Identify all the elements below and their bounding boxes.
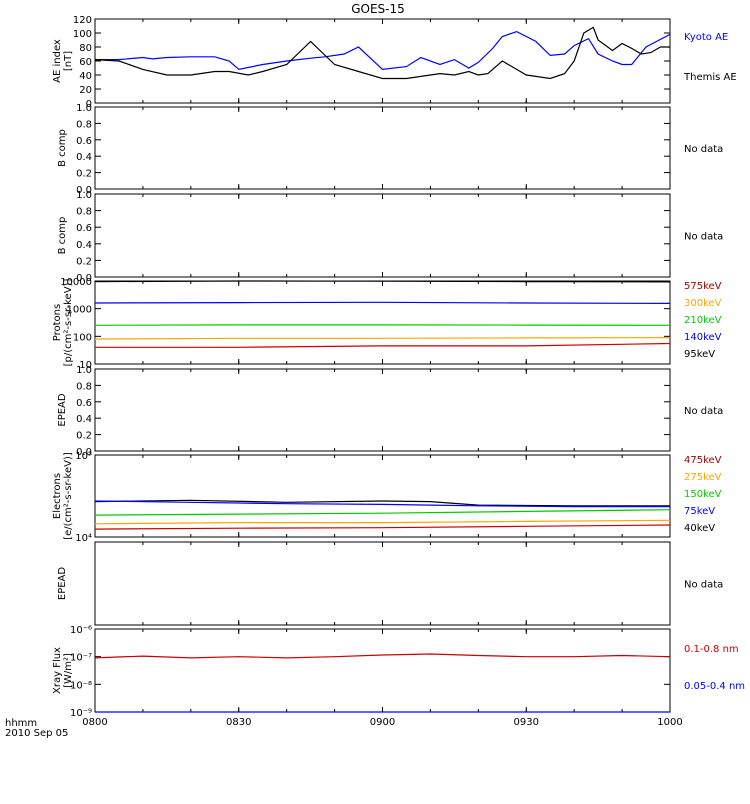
panel-frame-ae	[95, 19, 670, 103]
legend-label-xray: 0.05-0.4 nm	[684, 681, 745, 692]
legend-label-ae: Themis AE	[683, 72, 737, 83]
time-tick-label: 0800	[82, 717, 107, 728]
y-tick-label-electrons: 10⁴	[75, 533, 92, 544]
y-tick-label-protons: 100	[73, 332, 92, 343]
panel-frame-electrons	[95, 455, 670, 537]
y-tick-label-bcomp2: 0.8	[76, 207, 92, 218]
legend-label-protons: 95keV	[684, 349, 715, 360]
y-tick-label-epead1: 0.8	[76, 381, 92, 392]
y-tick-label-bcomp2: 0.4	[76, 240, 92, 251]
series-line-protons-4	[95, 344, 670, 348]
time-tick-label: 0900	[370, 717, 395, 728]
legend-label-protons: 300keV	[684, 298, 722, 309]
y-tick-label-electrons: 10⁵	[75, 451, 92, 462]
y-tick-label-bcomp1: 0.8	[76, 119, 92, 130]
y-axis-label-xray: [W/m²]	[63, 653, 74, 688]
y-axis-label-bcomp1: B comp	[57, 129, 68, 167]
series-line-electrons-2	[95, 510, 670, 515]
y-axis-label-protons: Protons	[52, 304, 63, 341]
time-tick-label: 1000	[657, 717, 682, 728]
y-axis-label-bcomp2: B comp	[57, 217, 68, 255]
legend-label-ae: Kyoto AE	[684, 32, 728, 43]
plot-title: GOES-15	[351, 2, 405, 16]
y-tick-label-bcomp1: 0.4	[76, 152, 92, 163]
series-line-electrons-3	[95, 520, 670, 524]
no-data-label-epead2: No data	[684, 580, 723, 591]
time-tick-label: 0830	[226, 717, 251, 728]
y-tick-label-bcomp1: 0.6	[76, 136, 92, 147]
y-tick-label-bcomp1: 0.2	[76, 169, 92, 180]
panel-frame-epead1	[95, 369, 670, 451]
series-line-protons-3	[95, 338, 670, 339]
no-data-label-bcomp2: No data	[684, 232, 723, 243]
series-line-ae-1	[95, 27, 670, 78]
y-axis-label-electrons: Electrons	[52, 473, 63, 519]
legend-label-electrons: 40keV	[684, 523, 715, 534]
y-tick-label-epead1: 0.6	[76, 398, 92, 409]
y-tick-label-bcomp1: 1.0	[76, 103, 92, 114]
series-line-electrons-4	[95, 525, 670, 529]
time-axis-date: 2010 Sep 05	[5, 728, 68, 739]
y-tick-label-ae: 120	[73, 15, 92, 26]
legend-label-protons: 210keV	[684, 315, 722, 326]
series-line-ae-0	[95, 32, 670, 70]
y-axis-label-xray: Xray Flux	[52, 647, 63, 694]
y-axis-label-electrons: [e/(cm²-s-sr-keV)]	[63, 452, 74, 540]
legend-label-electrons: 475keV	[684, 455, 722, 466]
legend-label-protons: 140keV	[684, 332, 722, 343]
y-tick-label-epead1: 0.2	[76, 431, 92, 442]
legend-label-electrons: 75keV	[684, 506, 715, 517]
no-data-label-epead1: No data	[684, 406, 723, 417]
y-axis-label-protons: [p/(cm²-s-sr-keV)]	[63, 279, 74, 367]
y-tick-label-ae: 80	[79, 43, 92, 54]
panel-frame-bcomp1	[95, 107, 670, 189]
y-axis-label-ae: [nT]	[63, 51, 74, 71]
y-tick-label-bcomp2: 0.2	[76, 256, 92, 267]
y-axis-label-ae: AE index	[52, 39, 63, 83]
y-tick-label-xray: 10⁻⁶	[70, 625, 92, 636]
no-data-label-bcomp1: No data	[684, 144, 723, 155]
y-tick-label-ae: 60	[79, 57, 92, 68]
y-tick-label-ae: 40	[79, 71, 92, 82]
y-axis-label-epead1: EPEAD	[57, 393, 68, 427]
y-tick-label-ae: 20	[79, 85, 92, 96]
y-tick-label-ae: 100	[73, 29, 92, 40]
legend-label-xray: 0.1-0.8 nm	[684, 644, 739, 655]
legend-label-electrons: 275keV	[684, 472, 722, 483]
series-line-protons-0	[95, 281, 670, 282]
y-tick-label-bcomp2: 0.6	[76, 223, 92, 234]
y-tick-label-epead1: 0.4	[76, 414, 92, 425]
panel-frame-protons	[95, 281, 670, 364]
legend-label-protons: 575keV	[684, 281, 722, 292]
series-line-protons-1	[95, 302, 670, 303]
time-tick-label: 0930	[514, 717, 539, 728]
panel-frame-epead2	[95, 542, 670, 625]
y-axis-label-epead2: EPEAD	[57, 567, 68, 601]
y-tick-label-bcomp2: 1.0	[76, 190, 92, 201]
legend-label-electrons: 150keV	[684, 489, 722, 500]
y-tick-label-epead1: 1.0	[76, 365, 92, 376]
panel-frame-xray	[95, 629, 670, 712]
panel-frame-bcomp2	[95, 194, 670, 277]
series-line-xray-0	[95, 654, 670, 658]
